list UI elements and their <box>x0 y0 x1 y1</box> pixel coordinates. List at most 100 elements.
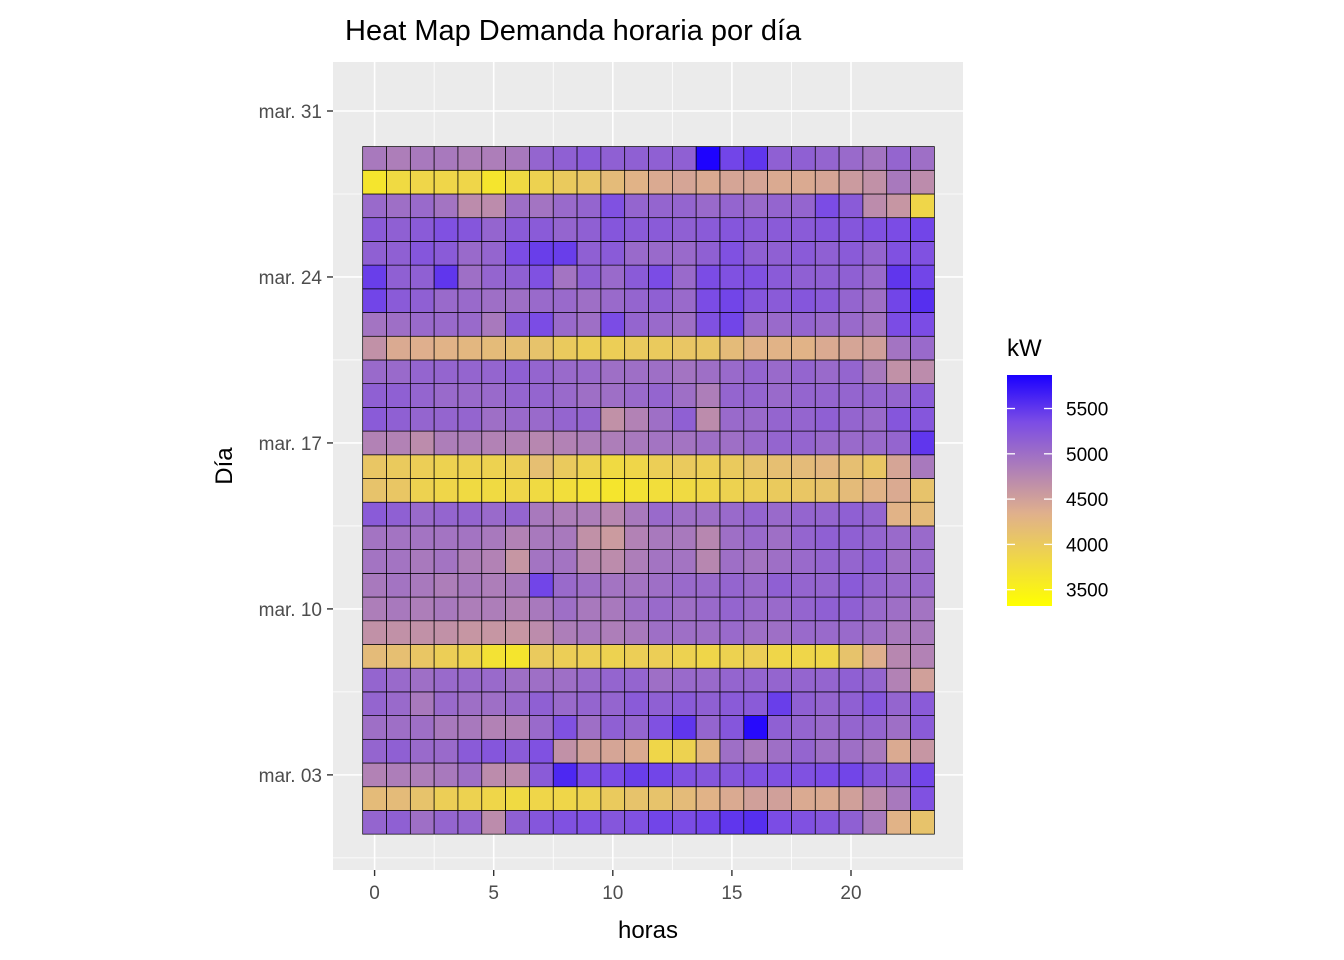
heatmap-cell <box>767 264 792 290</box>
heatmap-cell <box>552 620 578 645</box>
color-legend: kW 5500 5000 4500 4000 3500 <box>1007 335 1108 606</box>
heatmap-cell <box>862 596 888 622</box>
heatmap-cell <box>910 430 935 456</box>
heatmap-cell <box>671 193 697 219</box>
heatmap-cell <box>862 501 888 527</box>
heatmap-cell <box>529 169 554 195</box>
heatmap-cell <box>814 241 840 266</box>
heatmap-cell <box>362 193 387 219</box>
heatmap-cell <box>886 146 911 171</box>
heatmap-cell <box>648 335 673 361</box>
heatmap-cell <box>386 549 411 574</box>
heatmap-cell <box>695 501 721 527</box>
heatmap-cell <box>409 525 435 550</box>
heatmap-cell <box>505 312 530 337</box>
heatmap-cell <box>552 691 578 716</box>
heatmap-cell <box>433 169 459 195</box>
heatmap-cell <box>743 810 768 835</box>
heatmap-cell <box>814 572 840 598</box>
heatmap-cell <box>576 762 602 788</box>
heatmap-cell <box>386 169 411 195</box>
heatmap-cell <box>838 715 864 740</box>
heatmap-cell <box>791 572 816 598</box>
heatmap-cell <box>505 810 530 835</box>
heatmap-cell <box>409 407 435 432</box>
heatmap-cell <box>362 572 387 598</box>
heatmap-cell <box>362 501 387 527</box>
heatmap-cell <box>814 454 840 479</box>
heatmap-cell <box>529 288 554 313</box>
heatmap-cell <box>862 549 888 574</box>
heatmap-cell <box>743 335 768 361</box>
heatmap-cell <box>838 335 864 361</box>
heatmap-cell <box>910 572 935 598</box>
heatmap-cell <box>481 312 506 337</box>
heatmap-cell <box>576 525 602 550</box>
heatmap-cell <box>886 691 911 716</box>
heatmap-cell <box>910 715 935 740</box>
heatmap-cell <box>719 738 745 764</box>
heatmap-cell <box>529 335 554 361</box>
heatmap-cell <box>910 407 935 432</box>
heatmap-cell <box>719 217 745 242</box>
heatmap-cell <box>814 596 840 622</box>
heatmap-cell <box>814 525 840 550</box>
heatmap-cell <box>529 193 554 219</box>
heatmap-cell <box>433 738 459 764</box>
heatmap-cell <box>648 383 673 408</box>
heatmap-cell <box>862 359 888 385</box>
heatmap-cell <box>457 241 483 266</box>
heatmap-cell <box>671 786 697 811</box>
heatmap-cell <box>791 786 816 811</box>
heatmap-cell <box>910 620 935 645</box>
heatmap-cell <box>886 644 911 669</box>
heatmap-cell <box>529 525 554 550</box>
heatmap-cell <box>576 383 602 408</box>
heatmap-cell <box>481 738 506 764</box>
legend-colorbar <box>1007 375 1052 606</box>
heatmap-cell <box>409 644 435 669</box>
heatmap-cell <box>409 359 435 385</box>
heatmap-cell <box>505 217 530 242</box>
heatmap-cell <box>695 596 721 622</box>
heatmap-cell <box>386 810 411 835</box>
heatmap-cell <box>529 501 554 527</box>
heatmap-cell <box>433 383 459 408</box>
heatmap-cell <box>457 430 483 456</box>
heatmap-cell <box>695 241 721 266</box>
heatmap-cell <box>433 596 459 622</box>
heatmap-cell <box>767 525 792 550</box>
heatmap-cell <box>624 644 649 669</box>
heatmap-cell <box>624 335 649 361</box>
heatmap-cell <box>624 786 649 811</box>
heatmap-cell <box>505 478 530 503</box>
heatmap-cell <box>719 667 745 693</box>
heatmap-cell <box>457 217 483 242</box>
heatmap-cell <box>838 572 864 598</box>
heatmap-cell <box>600 359 626 385</box>
heatmap-cell <box>743 407 768 432</box>
heatmap-cell <box>600 383 626 408</box>
heatmap-cell <box>433 312 459 337</box>
heatmap-cell <box>409 335 435 361</box>
heatmap-cell <box>409 596 435 622</box>
heatmap-cell <box>529 478 554 503</box>
heatmap-cell <box>743 620 768 645</box>
heatmap-cell <box>910 478 935 503</box>
heatmap-cell <box>767 478 792 503</box>
legend-label: 4500 <box>1066 490 1108 511</box>
heatmap-cell <box>791 359 816 385</box>
heatmap-cell <box>481 572 506 598</box>
heatmap-cell <box>719 454 745 479</box>
heatmap-cell <box>814 383 840 408</box>
heatmap-cell <box>362 241 387 266</box>
heatmap-cell <box>600 691 626 716</box>
heatmap-cell <box>719 478 745 503</box>
heatmap-cell <box>552 454 578 479</box>
heatmap-cell <box>505 715 530 740</box>
heatmap-cell <box>481 549 506 574</box>
heatmap-cell <box>862 312 888 337</box>
heatmap-cell <box>743 454 768 479</box>
heatmap-cell <box>719 169 745 195</box>
heatmap-cell <box>671 762 697 788</box>
